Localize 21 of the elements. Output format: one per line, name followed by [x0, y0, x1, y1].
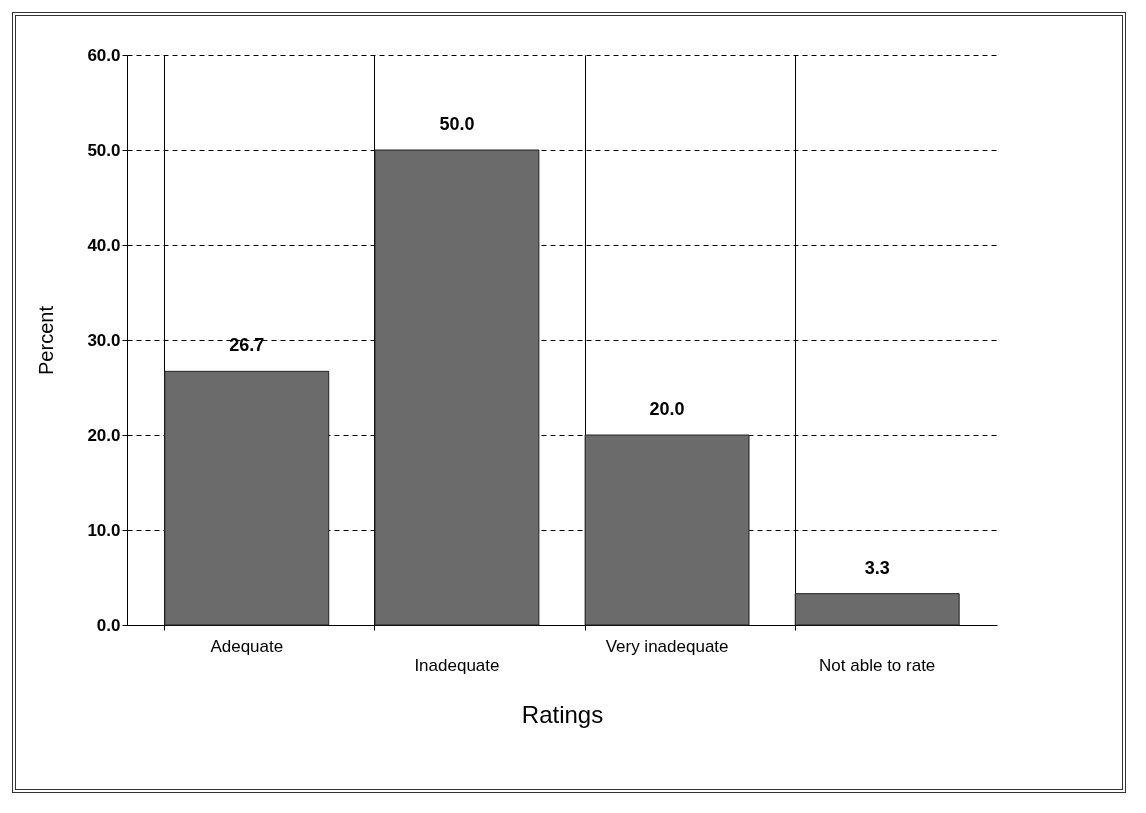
bar — [794, 593, 960, 626]
y-tick-label: 50.0 — [87, 140, 121, 160]
data-label: 3.3 — [864, 557, 890, 578]
data-label: 20.0 — [649, 399, 685, 419]
bar — [164, 370, 330, 626]
x-axis-title: Ratings — [521, 700, 604, 728]
y-tick-label: 40.0 — [87, 235, 121, 255]
y-tick-label: 0.0 — [96, 615, 121, 635]
x-tick-label: Not able to rate — [819, 655, 936, 675]
x-tick-label: Adequate — [210, 636, 284, 656]
y-axis-title: Percent — [35, 305, 58, 375]
x-tick-label: Inadequate — [414, 655, 500, 675]
y-tick-label: 20.0 — [87, 425, 121, 445]
y-tick-label: 10.0 — [87, 520, 121, 540]
bar — [374, 149, 540, 626]
bar — [584, 434, 750, 626]
x-tick-label: Very inadequate — [605, 636, 729, 656]
data-label: 26.7 — [229, 335, 265, 356]
y-tick-label: 60.0 — [87, 45, 121, 65]
data-label: 50.0 — [439, 114, 475, 134]
y-tick-label: 30.0 — [87, 330, 121, 350]
